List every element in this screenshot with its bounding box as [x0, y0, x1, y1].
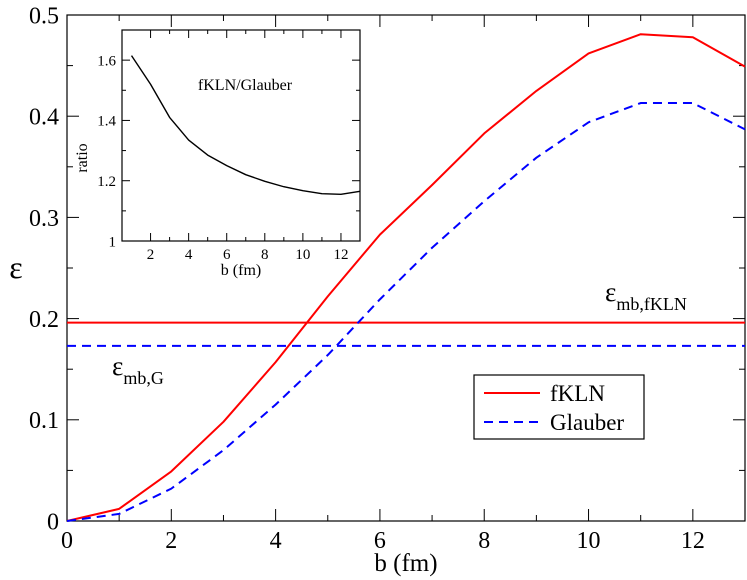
inset-series-line-fkln-glauber: [130, 55, 361, 195]
inset-y-tick-label: 1.2: [97, 174, 116, 190]
main-y-tick-label: 0.3: [29, 206, 59, 232]
main-x-tick-label: 4: [270, 528, 282, 554]
inset-x-tick-label: 12: [333, 247, 348, 263]
main-series-line-glauber: [66, 102, 746, 522]
legend: fKLN Glauber: [473, 374, 645, 440]
main-y-tick-label: 0.5: [29, 3, 59, 29]
main-x-tick-label: 6: [374, 528, 386, 554]
inset-x-axis-title: b (fm): [221, 262, 261, 279]
main-y-ticks: 0 0.1 0.2 0.3 0.4 0.5: [29, 3, 745, 535]
inset-x-ticks: 2 4 6 8 10 12: [147, 30, 348, 263]
main-reference-lines: [67, 321, 745, 347]
main-y-tick-label: 0.1: [29, 408, 59, 434]
inset-x-tick-label: 8: [261, 247, 269, 263]
legend-label-glauber: Glauber: [550, 410, 624, 435]
inset-series: [130, 55, 361, 195]
main-series-line-fkln: [66, 33, 746, 522]
main-x-ticks: 0 2 4 6 8 10 12: [61, 15, 705, 554]
main-x-tick-label: 8: [478, 528, 490, 554]
annotation-eps-mb-g-subscript: mb,G: [123, 368, 164, 388]
main-y-axis-title: ε: [9, 249, 22, 285]
annotation-eps-mb-fkln: εmb,fKLN: [605, 277, 687, 314]
inset-y-axis-title: ratio: [74, 143, 91, 172]
inset-y-tick-label: 1.4: [97, 114, 116, 130]
inset-x-tick-label: 4: [185, 247, 193, 263]
main-x-tick-label: 10: [577, 528, 601, 554]
annotation-eps-mb-fkln-symbol: ε: [605, 277, 616, 307]
inset-plot-frame: [121, 29, 361, 242]
inset-x-tick-label: 6: [223, 247, 231, 263]
main-x-tick-label: 12: [681, 528, 705, 554]
inset-x-tick-label: 10: [295, 247, 310, 263]
main-y-tick-label: 0.2: [29, 307, 59, 333]
main-x-tick-label: 0: [61, 528, 73, 554]
main-series: [66, 33, 746, 522]
main-y-tick-label: 0.4: [29, 105, 59, 131]
inset-y-tick-label: 1.6: [97, 53, 116, 69]
inset-y-tick-label: 1: [109, 234, 117, 250]
annotation-eps-mb-g-symbol: ε: [112, 351, 123, 381]
main-y-tick-label: 0: [47, 509, 59, 535]
inset-title: fKLN/Glauber: [198, 77, 293, 94]
main-x-axis-title: b (fm): [374, 550, 437, 577]
legend-box: [473, 374, 645, 440]
annotation-eps-mb-fkln-subscript: mb,fKLN: [616, 294, 687, 314]
legend-label-fkln: fKLN: [550, 381, 605, 406]
inset-y-ticks: 1 1.2 1.4 1.6: [97, 53, 360, 250]
main-x-tick-label: 2: [165, 528, 177, 554]
annotation-eps-mb-g: εmb,G: [112, 351, 164, 388]
inset-x-tick-label: 2: [147, 247, 155, 263]
